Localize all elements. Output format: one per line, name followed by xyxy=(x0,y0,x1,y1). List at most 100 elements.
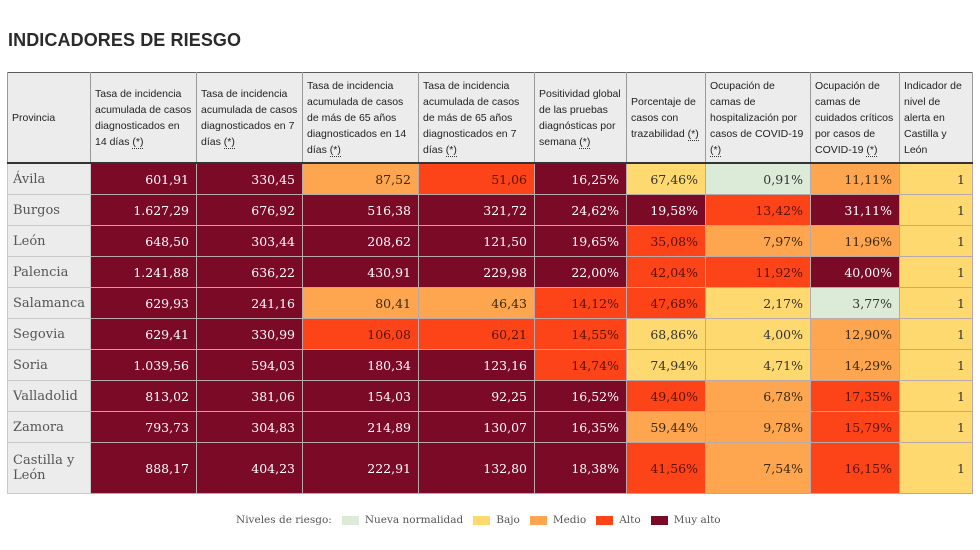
indicator-cell: 87,52 xyxy=(302,162,419,195)
indicator-cell: 1 xyxy=(899,442,973,494)
indicator-cell: 208,62 xyxy=(302,225,419,257)
footnote-link[interactable]: (*) xyxy=(132,135,144,149)
indicator-cell: 1.241,88 xyxy=(90,256,197,288)
indicator-cell: 1.039,56 xyxy=(90,349,197,381)
indicator-cell: 3,77% xyxy=(810,287,900,319)
province-name: Salamanca xyxy=(7,287,91,319)
indicator-cell: 4,71% xyxy=(705,349,811,381)
indicator-cell: 49,40% xyxy=(626,380,706,412)
indicator-cell: 330,99 xyxy=(196,318,303,350)
indicator-cell: 7,54% xyxy=(705,442,811,494)
indicator-cell: 17,35% xyxy=(810,380,900,412)
indicator-cell: 35,08% xyxy=(626,225,706,257)
indicator-cell: 330,45 xyxy=(196,162,303,195)
table-row: Valladolid 813,02 381,06 154,03 92,25 16,52% 4… xyxy=(7,380,973,412)
indicator-cell: 0,91% xyxy=(705,162,811,195)
indicator-cell: 59,44% xyxy=(626,411,706,443)
table-row: Palencia 1.241,88 636,22 430,91 229,98 22,00%… xyxy=(7,256,973,288)
province-name: León xyxy=(7,225,91,257)
table-row: Salamanca 629,93 241,16 80,41 46,43 14,12% 47,… xyxy=(7,287,973,319)
indicator-cell: 42,04% xyxy=(626,256,706,288)
indicator-cell: 15,79% xyxy=(810,411,900,443)
province-name: Soria xyxy=(7,349,91,381)
legend-swatch-medio xyxy=(529,515,547,525)
column-header-nivel-alerta: Indicador de nivel de alerta en Castilla… xyxy=(899,72,973,164)
legend-item-alto: Alto xyxy=(619,514,641,526)
indicator-cell: 154,03 xyxy=(302,380,419,412)
indicator-cell: 80,41 xyxy=(302,287,419,319)
legend-item-muy-alto: Muy alto xyxy=(673,514,721,526)
table-row: Burgos 1.627,29 676,92 516,38 321,72 24,62% 19… xyxy=(7,194,973,226)
legend-item-nueva-normalidad: Nueva normalidad xyxy=(364,514,464,526)
indicator-cell: 304,83 xyxy=(196,411,303,443)
province-name: Castilla y León xyxy=(7,442,91,494)
indicator-cell: 24,62% xyxy=(534,194,627,226)
indicator-cell: 793,73 xyxy=(90,411,197,443)
province-name: Ávila xyxy=(7,162,91,195)
indicator-cell: 19,58% xyxy=(626,194,706,226)
province-name: Burgos xyxy=(7,194,91,226)
indicator-cell: 11,92% xyxy=(705,256,811,288)
indicator-cell: 132,80 xyxy=(418,442,535,494)
footnote-link[interactable]: (*) xyxy=(579,135,591,149)
province-name: Valladolid xyxy=(7,380,91,412)
footnote-link[interactable]: (*) xyxy=(866,143,878,157)
indicator-cell: 321,72 xyxy=(418,194,535,226)
indicator-cell: 214,89 xyxy=(302,411,419,443)
indicator-cell: 1 xyxy=(899,225,973,257)
legend-swatch-muy-alto xyxy=(650,515,668,525)
legend-item-medio: Medio xyxy=(552,514,587,526)
column-header-provincia: Provincia xyxy=(7,72,91,164)
table-row: Soria 1.039,56 594,03 180,34 123,16 14,74% 74,… xyxy=(7,349,973,381)
indicator-cell: 241,16 xyxy=(196,287,303,319)
footnote-link[interactable]: (*) xyxy=(223,135,235,149)
column-header-ia14-65: Tasa de incidencia acumulada de casos de… xyxy=(302,72,419,164)
indicator-cell: 46,43 xyxy=(418,287,535,319)
column-header-positividad: Positividad global de las pruebas diagnó… xyxy=(534,72,627,164)
table-row: León 648,50 303,44 208,62 121,50 19,65% 35,08%… xyxy=(7,225,973,257)
footnote-link[interactable]: (*) xyxy=(329,143,341,157)
indicator-cell: 404,23 xyxy=(196,442,303,494)
indicator-cell: 14,12% xyxy=(534,287,627,319)
indicator-cell: 1 xyxy=(899,162,973,195)
footnote-link[interactable]: (*) xyxy=(710,143,722,157)
indicator-cell: 1 xyxy=(899,194,973,226)
indicator-cell: 22,00% xyxy=(534,256,627,288)
table-row: Zamora 793,73 304,83 214,89 130,07 16,35% 59,4… xyxy=(7,411,973,443)
province-name: Palencia xyxy=(7,256,91,288)
indicator-cell: 2,17% xyxy=(705,287,811,319)
indicator-cell: 47,68% xyxy=(626,287,706,319)
indicator-cell: 41,56% xyxy=(626,442,706,494)
indicator-cell: 381,06 xyxy=(196,380,303,412)
footnote-link[interactable]: (*) xyxy=(445,143,457,157)
indicator-cell: 9,78% xyxy=(705,411,811,443)
header-row: Provincia Tasa de incidencia acumulada d… xyxy=(7,72,973,164)
legend-label: Niveles de riesgo: xyxy=(236,514,332,526)
indicator-cell: 888,17 xyxy=(90,442,197,494)
page-title: INDICADORES DE RIESGO xyxy=(8,30,242,50)
indicator-cell: 516,38 xyxy=(302,194,419,226)
indicator-cell: 11,11% xyxy=(810,162,900,195)
province-name: Zamora xyxy=(7,411,91,443)
indicator-cell: 130,07 xyxy=(418,411,535,443)
indicator-cell: 1 xyxy=(899,380,973,412)
indicator-cell: 229,98 xyxy=(418,256,535,288)
indicator-cell: 60,21 xyxy=(418,318,535,350)
indicator-cell: 303,44 xyxy=(196,225,303,257)
indicator-cell: 11,96% xyxy=(810,225,900,257)
indicator-cell: 1.627,29 xyxy=(90,194,197,226)
table-row: Castilla y León 888,17 404,23 222,91 132,80 1… xyxy=(7,442,973,494)
indicator-cell: 123,16 xyxy=(418,349,535,381)
indicator-cell: 1 xyxy=(899,318,973,350)
indicator-cell: 67,46% xyxy=(626,162,706,195)
indicator-cell: 222,91 xyxy=(302,442,419,494)
indicator-cell: 40,00% xyxy=(810,256,900,288)
indicator-cell: 7,97% xyxy=(705,225,811,257)
legend-swatch-alto xyxy=(596,515,614,525)
indicator-cell: 121,50 xyxy=(418,225,535,257)
column-header-hospitalizacion: Ocupación de camas de hospitalización po… xyxy=(705,72,811,164)
legend-item-bajo: Bajo xyxy=(496,514,520,526)
indicator-cell: 74,94% xyxy=(626,349,706,381)
footnote-link[interactable]: (*) xyxy=(687,127,699,141)
indicator-cell: 12,90% xyxy=(810,318,900,350)
